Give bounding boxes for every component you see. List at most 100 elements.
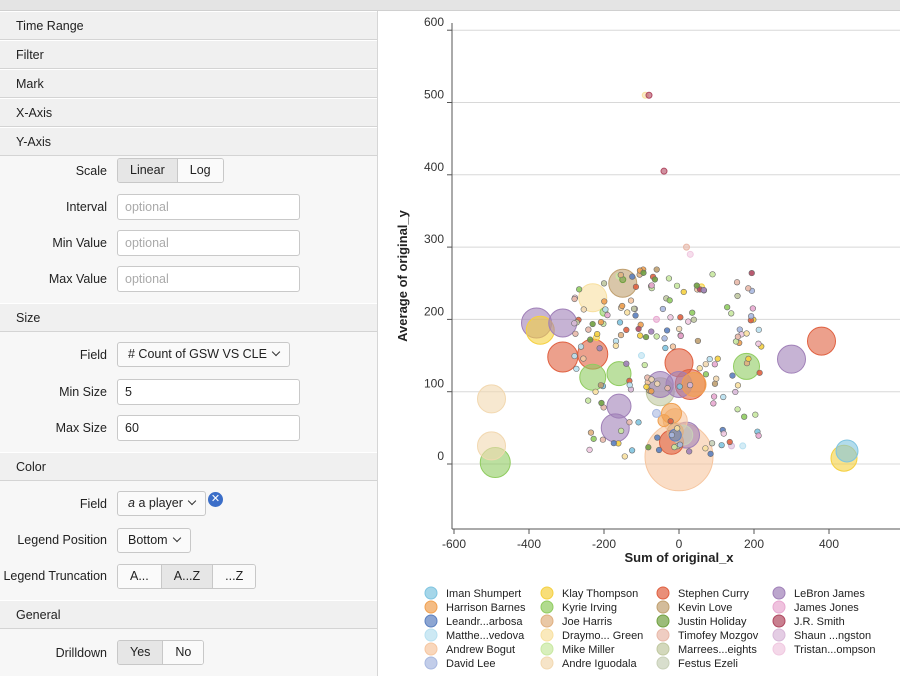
data-point[interactable] [477, 431, 506, 461]
drilldown-yes-button[interactable]: Yes [118, 641, 164, 664]
legend-item[interactable]: Marrees...eights [656, 642, 757, 656]
truncation-end-button[interactable]: ...Z [213, 565, 256, 588]
data-point[interactable] [711, 380, 719, 387]
legend-item[interactable]: LeBron James [772, 586, 865, 600]
data-point[interactable] [664, 385, 671, 392]
data-point[interactable] [661, 335, 668, 342]
data-point[interactable] [745, 355, 752, 362]
data-point[interactable] [677, 314, 684, 321]
scale-log-button[interactable]: Log [177, 159, 223, 182]
size-field-dropdown[interactable]: # Count of GSW VS CLE [117, 342, 290, 367]
data-point[interactable] [755, 340, 762, 347]
data-point[interactable] [623, 326, 630, 333]
data-point[interactable] [662, 344, 669, 352]
data-point[interactable] [677, 332, 684, 340]
legend-item[interactable]: Stephen Curry [656, 586, 749, 600]
legend-item[interactable]: Draymo... Green [540, 628, 643, 642]
data-point[interactable] [599, 436, 606, 443]
data-point[interactable] [690, 316, 697, 323]
data-point[interactable] [606, 361, 632, 387]
legend-item[interactable]: Iman Shumpert [424, 586, 521, 600]
data-point[interactable] [667, 418, 674, 425]
data-point[interactable] [600, 280, 608, 287]
data-point[interactable] [667, 314, 674, 321]
data-point[interactable] [618, 427, 625, 435]
data-point[interactable] [752, 411, 759, 418]
data-points[interactable] [477, 91, 859, 492]
data-point[interactable] [674, 425, 681, 432]
legend-item[interactable]: Matthe...vedova [424, 628, 525, 642]
data-point[interactable] [578, 283, 608, 313]
truncation-middle-button[interactable]: A...Z [161, 565, 214, 588]
interval-input[interactable] [117, 194, 300, 220]
data-point[interactable] [710, 400, 717, 407]
data-point[interactable] [720, 430, 727, 437]
data-point[interactable] [641, 361, 648, 369]
data-point[interactable] [686, 250, 694, 258]
data-point[interactable] [587, 429, 595, 436]
data-point[interactable] [755, 326, 762, 333]
data-point[interactable] [835, 439, 859, 463]
data-point[interactable] [597, 319, 605, 326]
section-size[interactable]: Size [0, 303, 377, 332]
data-point[interactable] [580, 306, 587, 313]
data-point[interactable] [601, 298, 608, 305]
data-point[interactable] [477, 384, 506, 414]
data-point[interactable] [689, 309, 696, 316]
data-point[interactable] [632, 312, 639, 319]
data-point[interactable] [627, 297, 635, 304]
data-point[interactable] [589, 320, 596, 328]
data-point[interactable] [630, 305, 638, 312]
data-point[interactable] [598, 399, 605, 407]
data-point[interactable] [580, 355, 587, 362]
data-point[interactable] [617, 271, 624, 279]
data-point[interactable] [653, 315, 660, 323]
legend-item[interactable]: Mike Miller [540, 642, 615, 656]
data-point[interactable] [653, 266, 660, 273]
data-point[interactable] [706, 356, 713, 363]
data-point[interactable] [683, 243, 690, 251]
data-point[interactable] [651, 276, 659, 283]
data-point[interactable] [711, 361, 718, 368]
data-point[interactable] [733, 352, 760, 380]
data-point[interactable] [660, 167, 668, 175]
data-point[interactable] [734, 406, 741, 413]
data-point[interactable] [734, 382, 742, 389]
data-point[interactable] [654, 380, 661, 387]
data-point[interactable] [654, 434, 661, 441]
data-point[interactable] [707, 450, 714, 457]
clear-icon[interactable]: ✕ [208, 492, 223, 507]
drilldown-no-button[interactable]: No [163, 641, 204, 664]
legend-item[interactable]: Joe Harris [540, 614, 613, 628]
data-point[interactable] [577, 343, 585, 350]
color-field-dropdown[interactable]: a a player [117, 491, 206, 516]
data-point[interactable] [572, 330, 579, 337]
data-point[interactable] [640, 269, 647, 276]
data-point[interactable] [635, 419, 642, 426]
data-point[interactable] [659, 305, 666, 313]
legend-item[interactable]: David Lee [424, 656, 496, 670]
data-point[interactable] [596, 345, 603, 352]
data-point[interactable] [648, 328, 655, 335]
legend-item[interactable]: Harrison Barnes [424, 600, 526, 614]
data-point[interactable] [700, 287, 707, 294]
data-point[interactable] [734, 333, 741, 340]
data-point[interactable] [616, 319, 624, 326]
data-point[interactable] [714, 355, 721, 362]
data-point[interactable] [571, 352, 578, 360]
legend-item[interactable]: Kevin Love [656, 600, 732, 614]
legend-item[interactable]: Leandr...arbosa [424, 614, 523, 628]
data-point[interactable] [590, 435, 597, 442]
section-mark[interactable]: Mark [0, 69, 377, 98]
data-point[interactable] [619, 302, 626, 310]
data-point[interactable] [755, 432, 762, 439]
data-point[interactable] [571, 295, 578, 303]
data-point[interactable] [693, 282, 700, 289]
data-point[interactable] [777, 344, 806, 374]
data-point[interactable] [708, 440, 716, 447]
data-point[interactable] [749, 305, 756, 312]
data-point[interactable] [741, 413, 748, 420]
data-point[interactable] [626, 419, 633, 426]
legend-item[interactable]: Festus Ezeli [656, 656, 738, 670]
data-point[interactable] [676, 325, 683, 333]
